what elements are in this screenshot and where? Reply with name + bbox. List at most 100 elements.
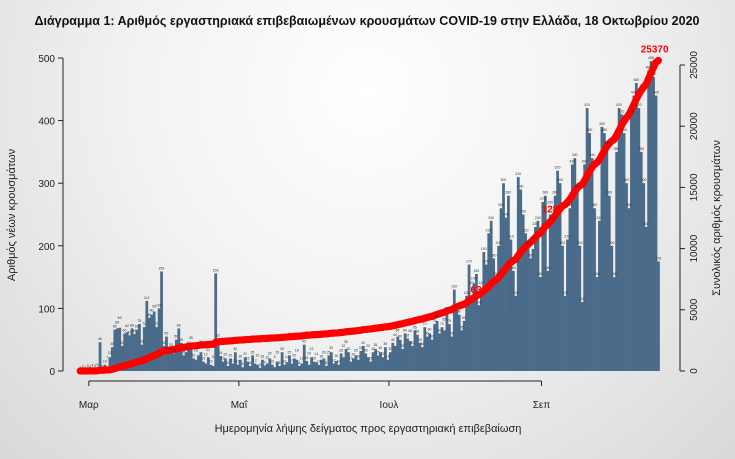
bar-value-label: 410 [628, 109, 634, 113]
bar [182, 355, 186, 371]
bar [607, 195, 611, 371]
bar-value-label: 25 [182, 350, 186, 354]
bar-value-label: 18 [295, 349, 299, 353]
bar-value-label: 8 [227, 361, 229, 365]
bar [302, 344, 306, 371]
bar-value-label: 340 [589, 153, 595, 157]
bar-value-label: 120 [468, 281, 474, 285]
x-axis-label: Ημερομηνία λήψης δείγματος προς εργαστηρ… [215, 423, 522, 435]
bar-value-label: 270 [540, 197, 546, 201]
bar [130, 328, 134, 371]
bar-value-label: 260 [626, 203, 632, 207]
bar-value-label: 9 [264, 360, 266, 364]
bar [598, 220, 601, 371]
bar-value-label: 70 [440, 322, 444, 326]
bar [204, 363, 208, 371]
bar [273, 367, 277, 371]
bar [238, 359, 242, 371]
bar [408, 340, 412, 371]
bar [108, 357, 112, 371]
bar-value-label: 90 [150, 309, 154, 313]
bar [487, 233, 491, 371]
bar-value-label: 100 [454, 303, 460, 307]
bar-value-label: 10 [255, 354, 259, 358]
bar-value-label: 15 [275, 351, 279, 355]
bar-value-label: 25 [354, 348, 358, 352]
bar-value-label: 38 [110, 342, 114, 346]
bar [192, 358, 195, 371]
bar [283, 364, 286, 371]
bar [189, 349, 193, 371]
bar [320, 359, 323, 371]
bar-value-label: 14 [314, 352, 318, 356]
bar [625, 183, 628, 371]
bar [384, 347, 387, 371]
bar [145, 300, 149, 371]
bar [546, 270, 550, 371]
bar [356, 359, 360, 371]
bar-value-label: 15 [201, 357, 205, 361]
bar [440, 327, 444, 371]
bar [435, 320, 439, 371]
bar [457, 314, 461, 371]
bar-value-label: 230 [643, 222, 649, 226]
bar [359, 350, 363, 371]
bar [172, 353, 176, 371]
bar-value-label: 8 [298, 361, 300, 365]
bar-value-label: 30 [329, 346, 333, 350]
bar [142, 327, 146, 371]
bar-value-label: 8 [249, 361, 251, 365]
bar [477, 305, 481, 371]
bar [489, 220, 493, 371]
bar-value-label: 10 [307, 352, 311, 356]
bar [221, 361, 225, 371]
bar [278, 365, 282, 371]
bar [647, 70, 651, 372]
bar [524, 233, 528, 371]
bar [261, 359, 264, 371]
bar-value-label: 52 [216, 333, 220, 337]
bar-value-label: 160 [510, 266, 516, 270]
bar [206, 357, 210, 371]
bar [401, 349, 405, 371]
bar-value-label: 20 [322, 350, 326, 354]
bar [327, 355, 331, 371]
bar-value-label: 230 [532, 222, 538, 226]
bar [396, 336, 400, 371]
bar [275, 361, 279, 371]
bar-value-label: 40 [162, 341, 166, 345]
bar [595, 277, 599, 371]
bar-value-label: 210 [564, 235, 570, 239]
bar [622, 133, 626, 371]
axes: 0100200300400500050001000015000200002500… [38, 51, 700, 411]
bar-value-label: 68 [130, 323, 134, 327]
bar [98, 342, 102, 371]
bar-value-label: 55 [425, 332, 429, 336]
bar [551, 220, 555, 371]
bar-value-label: 20 [351, 352, 355, 356]
cumulative-annotation: 1280 [542, 205, 565, 216]
bar-value-label: 42 [302, 340, 306, 344]
bar-value-label: 25 [196, 344, 200, 348]
bar-value-label: 20 [268, 351, 272, 355]
bar-value-label: 250 [520, 210, 526, 214]
y-tick-label-left: 300 [38, 179, 55, 190]
bar-value-label: 55 [396, 329, 400, 333]
bar [553, 195, 557, 371]
bar-value-label: 159 [158, 266, 164, 270]
bar-value-label: 260 [567, 203, 573, 207]
bar [403, 333, 407, 371]
bar [310, 357, 313, 371]
bar-value-label: 360 [604, 141, 610, 145]
bar [300, 363, 304, 371]
bar-value-label: 8 [325, 361, 327, 365]
bar [361, 345, 365, 371]
bar-value-label: 25 [250, 350, 254, 354]
bar-value-label: 120 [464, 291, 470, 295]
bar-value-label: 10 [337, 360, 341, 364]
bar-value-label: 15 [312, 357, 316, 361]
bars [79, 61, 660, 372]
bar [568, 208, 572, 371]
bar-value-label: 55 [450, 332, 454, 336]
bar [460, 330, 464, 371]
